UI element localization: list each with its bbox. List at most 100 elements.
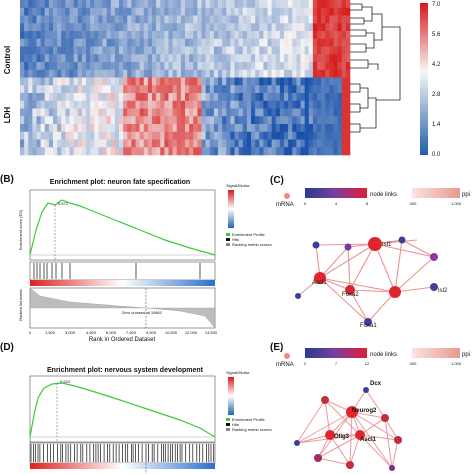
heatmap-cell — [160, 93, 165, 102]
heatmap-cell — [255, 0, 260, 9]
heatmap-cell — [180, 69, 186, 78]
heatmap-cell — [222, 116, 227, 125]
heatmap-cell — [333, 23, 338, 32]
heatmap-cell — [143, 38, 149, 47]
heatmap-cell — [341, 77, 347, 86]
heatmap-cell — [90, 100, 95, 109]
heatmap-cell — [168, 38, 173, 47]
heatmap-cell — [317, 100, 322, 109]
heatmap-cell — [230, 139, 235, 148]
heatmap-cell — [36, 69, 41, 78]
heatmap-cell — [36, 23, 41, 32]
heatmap-cell — [255, 23, 260, 32]
heatmap-cell — [131, 46, 136, 55]
heatmap-cell — [317, 38, 322, 47]
heatmap-cell — [176, 108, 182, 117]
heatmap-cell — [53, 0, 58, 9]
heatmap-cell — [156, 38, 161, 47]
heatmap-cell — [160, 23, 165, 32]
heatmap-cell — [90, 62, 95, 71]
heatmap-cell — [48, 77, 54, 86]
heatmap-cell — [304, 46, 310, 55]
heatmap-cell — [164, 147, 169, 156]
heatmap-cell — [341, 100, 347, 109]
node-links-tick-e: 12 — [365, 361, 370, 366]
heatmap-cell — [69, 46, 74, 55]
heatmap-cell — [189, 62, 194, 71]
heatmap-cell — [110, 7, 116, 16]
heatmap-cell — [246, 85, 252, 94]
heatmap-cell — [36, 77, 41, 86]
heatmap-cell — [98, 85, 103, 94]
heatmap-cell — [333, 93, 338, 102]
heatmap-cell — [94, 31, 99, 40]
heatmap-cell — [312, 23, 318, 32]
heatmap-cell — [317, 62, 322, 71]
heatmap-cell — [119, 93, 124, 102]
heatmap-cell — [119, 0, 124, 9]
heatmap-cell — [123, 93, 128, 102]
heatmap-cell — [65, 54, 70, 63]
heatmap-cell — [185, 31, 190, 40]
heatmap-cell — [185, 23, 190, 32]
heatmap-cell — [296, 100, 301, 109]
heatmap-cell — [131, 100, 136, 109]
heatmap-cell — [139, 7, 145, 16]
heatmap-cell — [53, 85, 58, 94]
colorbar-tick: 4.2 — [432, 62, 441, 68]
heatmap-cell — [94, 131, 99, 140]
heatmap-cell — [106, 23, 112, 32]
heatmap-cell — [292, 116, 297, 125]
heatmap-cell — [325, 7, 330, 16]
heatmap-cell — [234, 15, 239, 24]
heatmap-cell — [156, 124, 161, 133]
heatmap-cell — [292, 62, 297, 71]
heatmap-cell — [267, 31, 272, 40]
heatmap-cell — [77, 46, 83, 55]
heatmap-cell — [139, 131, 145, 140]
heatmap-cell — [48, 0, 54, 9]
heatmap-cell — [263, 100, 268, 109]
heatmap-cell — [333, 131, 338, 140]
heatmap-cell — [284, 31, 289, 40]
heatmap-cell — [345, 139, 351, 148]
heatmap-cell — [226, 69, 231, 78]
heatmap-cell — [226, 46, 231, 55]
heatmap-cell — [152, 108, 157, 117]
heatmap-cell — [189, 0, 194, 9]
heatmap-cell — [279, 31, 285, 40]
heatmap-cell — [218, 108, 223, 117]
heatmap-cell — [222, 85, 227, 94]
heatmap-cell — [135, 38, 140, 47]
heatmap-cell — [263, 139, 268, 148]
heatmap-cell — [300, 0, 305, 9]
heatmap-cell — [222, 0, 227, 9]
heatmap-cell — [73, 0, 79, 9]
heatmap-cell — [205, 100, 211, 109]
heatmap-cell — [263, 31, 268, 40]
heatmap-cell — [275, 69, 281, 78]
heatmap-cell — [304, 69, 310, 78]
heatmap-cell — [102, 0, 107, 9]
heatmap-cell — [189, 124, 194, 133]
heatmap-cell — [292, 131, 297, 140]
heatmap-cell — [172, 93, 178, 102]
heatmap-cell — [36, 116, 41, 125]
heatmap-cell — [160, 139, 165, 148]
heatmap-cell — [143, 131, 149, 140]
heatmap-cell — [94, 100, 99, 109]
heatmap-cell — [156, 0, 161, 9]
heatmap-cell — [267, 100, 272, 109]
heatmap-cell — [180, 100, 186, 109]
heatmap-cell — [114, 139, 120, 148]
heatmap-cell — [65, 77, 70, 86]
heatmap-cell — [65, 139, 70, 148]
heatmap-cell — [147, 77, 153, 86]
heatmap-cell — [304, 147, 310, 156]
heatmap-cell — [106, 100, 112, 109]
heatmap-cell — [226, 124, 231, 133]
heatmap-cell — [106, 124, 112, 133]
heatmap-cell — [61, 62, 66, 71]
heatmap-cell — [180, 23, 186, 32]
heatmap-cell — [90, 69, 95, 78]
